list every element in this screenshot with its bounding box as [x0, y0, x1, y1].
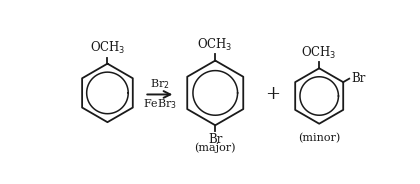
Text: Br$_2$: Br$_2$	[150, 77, 170, 91]
Text: Br: Br	[352, 72, 366, 85]
Text: OCH$_3$: OCH$_3$	[302, 45, 337, 61]
Text: OCH$_3$: OCH$_3$	[197, 37, 233, 53]
Text: +: +	[265, 85, 281, 103]
Text: (minor): (minor)	[298, 133, 340, 143]
Text: (major): (major)	[194, 142, 236, 153]
Text: FeBr$_3$: FeBr$_3$	[143, 98, 177, 111]
Text: OCH$_3$: OCH$_3$	[90, 40, 125, 56]
Text: Br: Br	[208, 133, 223, 146]
